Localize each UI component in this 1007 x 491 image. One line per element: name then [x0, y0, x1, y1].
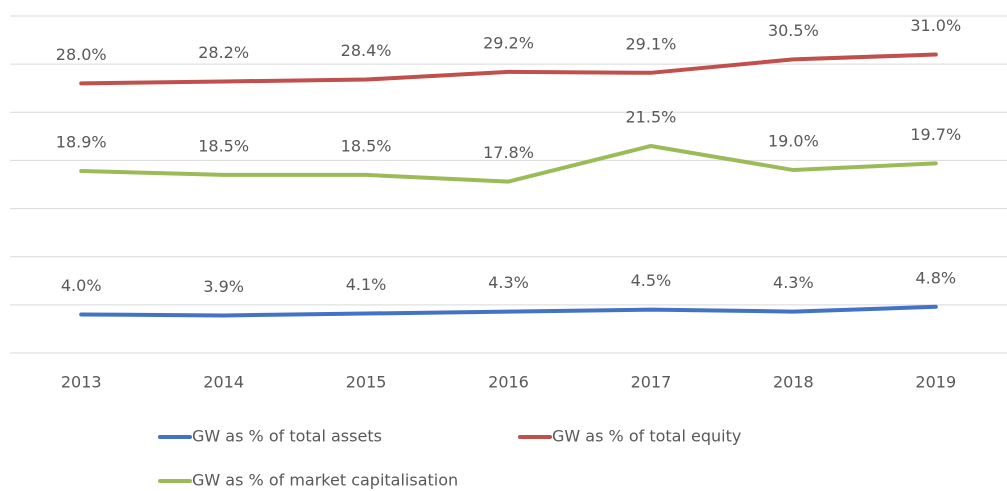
x-tick-label: 2018	[773, 373, 814, 392]
x-tick-label: 2017	[631, 373, 672, 392]
data-label: 28.4%	[341, 41, 392, 60]
legend-label: GW as % of total equity	[552, 427, 741, 446]
x-tick-label: 2019	[915, 373, 956, 392]
data-label: 4.1%	[346, 275, 387, 294]
data-label: 4.5%	[631, 271, 672, 290]
data-label: 4.3%	[773, 273, 814, 292]
data-label: 29.1%	[626, 34, 677, 53]
data-label: 17.8%	[483, 143, 534, 162]
data-label: 19.0%	[768, 132, 819, 151]
data-label: 30.5%	[768, 21, 819, 40]
data-label: 29.2%	[483, 33, 534, 52]
x-tick-label: 2016	[488, 373, 529, 392]
data-label: 21.5%	[626, 107, 677, 126]
data-label: 4.3%	[488, 273, 529, 292]
data-label: 4.8%	[915, 268, 956, 287]
data-label: 28.2%	[198, 43, 249, 62]
data-label: 18.9%	[56, 133, 107, 152]
data-label: 19.7%	[910, 125, 961, 144]
series-line	[79, 143, 938, 184]
x-tick-label: 2015	[346, 373, 387, 392]
x-tick-label: 2014	[203, 373, 244, 392]
x-tick-label: 2013	[61, 373, 102, 392]
legend-label: GW as % of total assets	[192, 427, 382, 446]
data-label: 3.9%	[203, 277, 244, 296]
data-label: 4.0%	[61, 276, 102, 295]
data-label: 31.0%	[910, 16, 961, 35]
legend-label: GW as % of market capitalisation	[192, 471, 458, 490]
data-label: 18.5%	[341, 136, 392, 155]
data-label: 28.0%	[56, 45, 107, 64]
series-line	[79, 304, 938, 318]
data-label: 18.5%	[198, 136, 249, 155]
series-line	[79, 52, 938, 86]
